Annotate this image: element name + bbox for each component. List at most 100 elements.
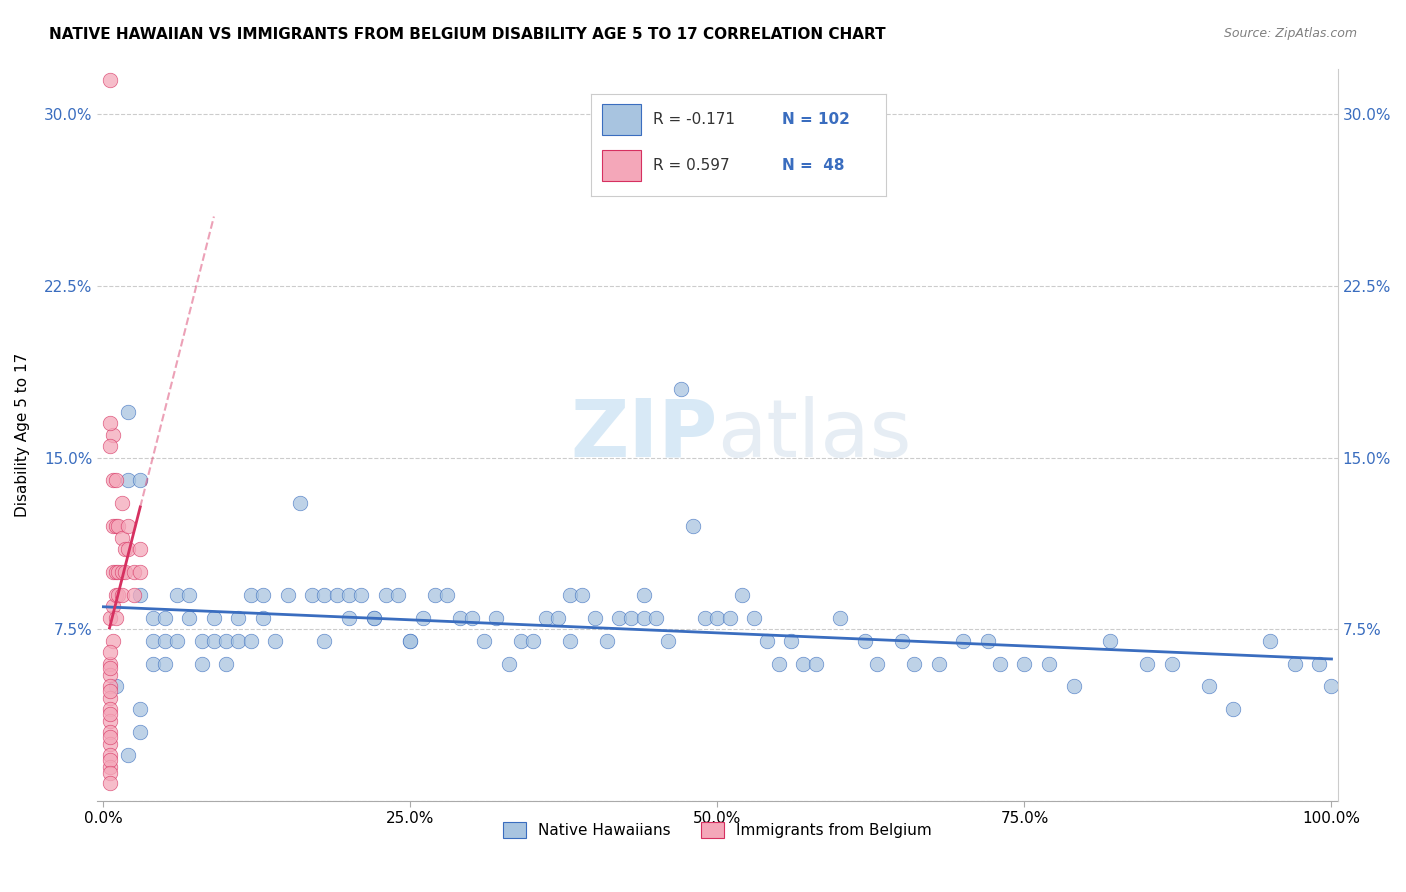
Point bbox=[461, 611, 484, 625]
Point bbox=[190, 657, 212, 671]
Point bbox=[399, 633, 422, 648]
Text: R = 0.597: R = 0.597 bbox=[652, 158, 730, 173]
Point bbox=[103, 633, 125, 648]
Point bbox=[522, 633, 544, 648]
Point bbox=[104, 565, 127, 579]
Text: ZIP: ZIP bbox=[571, 396, 717, 474]
Point bbox=[399, 633, 422, 648]
Point bbox=[98, 725, 121, 739]
Point bbox=[104, 611, 127, 625]
Point bbox=[107, 588, 129, 602]
Point bbox=[558, 588, 581, 602]
Point bbox=[1284, 657, 1306, 671]
Point bbox=[350, 588, 373, 602]
Point bbox=[472, 633, 495, 648]
Point bbox=[111, 588, 134, 602]
Point bbox=[98, 417, 121, 431]
Point bbox=[596, 633, 619, 648]
Point bbox=[1014, 657, 1036, 671]
Point bbox=[215, 633, 238, 648]
Point bbox=[141, 611, 163, 625]
Point bbox=[141, 633, 163, 648]
Point bbox=[363, 611, 385, 625]
Point bbox=[1160, 657, 1182, 671]
Point bbox=[571, 588, 593, 602]
Point bbox=[890, 633, 912, 648]
Point bbox=[117, 474, 139, 488]
Point bbox=[98, 690, 121, 705]
Point bbox=[166, 633, 188, 648]
Point bbox=[449, 611, 471, 625]
Point bbox=[129, 702, 152, 716]
Point bbox=[657, 633, 679, 648]
Point bbox=[1320, 680, 1343, 694]
Point bbox=[1198, 680, 1220, 694]
Point bbox=[202, 633, 225, 648]
Point bbox=[695, 611, 717, 625]
Point bbox=[141, 657, 163, 671]
Point bbox=[166, 588, 188, 602]
Point bbox=[1099, 633, 1122, 648]
Point bbox=[215, 657, 238, 671]
Point bbox=[98, 714, 121, 728]
Point bbox=[98, 737, 121, 751]
Point bbox=[202, 611, 225, 625]
Point bbox=[436, 588, 458, 602]
Point bbox=[277, 588, 299, 602]
Point bbox=[179, 611, 201, 625]
Point bbox=[620, 611, 643, 625]
Point bbox=[742, 611, 765, 625]
Point bbox=[412, 611, 434, 625]
Point bbox=[387, 588, 409, 602]
Point bbox=[583, 611, 606, 625]
Point bbox=[98, 668, 121, 682]
Point bbox=[1063, 680, 1085, 694]
Point bbox=[98, 611, 121, 625]
Point bbox=[288, 496, 311, 510]
Point bbox=[129, 474, 152, 488]
Point bbox=[117, 542, 139, 557]
Point bbox=[325, 588, 347, 602]
Point bbox=[153, 657, 176, 671]
Point bbox=[117, 748, 139, 763]
Point bbox=[117, 405, 139, 419]
Point bbox=[98, 748, 121, 763]
Point bbox=[129, 588, 152, 602]
Point bbox=[252, 588, 274, 602]
Point bbox=[114, 565, 136, 579]
Text: Source: ZipAtlas.com: Source: ZipAtlas.com bbox=[1223, 27, 1357, 40]
Point bbox=[103, 427, 125, 442]
Legend: Native Hawaiians, Immigrants from Belgium: Native Hawaiians, Immigrants from Belgiu… bbox=[496, 816, 938, 845]
Point bbox=[228, 611, 250, 625]
Point bbox=[107, 565, 129, 579]
Text: NATIVE HAWAIIAN VS IMMIGRANTS FROM BELGIUM DISABILITY AGE 5 TO 17 CORRELATION CH: NATIVE HAWAIIAN VS IMMIGRANTS FROM BELGI… bbox=[49, 27, 886, 42]
Point bbox=[853, 633, 876, 648]
Point bbox=[98, 766, 121, 780]
Y-axis label: Disability Age 5 to 17: Disability Age 5 to 17 bbox=[15, 352, 30, 516]
Point bbox=[98, 661, 121, 675]
Point bbox=[239, 633, 262, 648]
Text: atlas: atlas bbox=[717, 396, 912, 474]
Point bbox=[98, 684, 121, 698]
Point bbox=[129, 542, 152, 557]
Point bbox=[98, 706, 121, 721]
Point bbox=[98, 753, 121, 767]
Point bbox=[633, 588, 655, 602]
Point bbox=[129, 725, 152, 739]
Point bbox=[718, 611, 741, 625]
Point bbox=[314, 633, 336, 648]
Point bbox=[98, 645, 121, 659]
Point bbox=[104, 474, 127, 488]
Point bbox=[301, 588, 323, 602]
Point bbox=[792, 657, 814, 671]
Point bbox=[98, 680, 121, 694]
Point bbox=[111, 565, 134, 579]
Point bbox=[252, 611, 274, 625]
Point bbox=[103, 565, 125, 579]
Point bbox=[768, 657, 790, 671]
Point bbox=[682, 519, 704, 533]
Point bbox=[780, 633, 803, 648]
Point bbox=[547, 611, 569, 625]
Point bbox=[374, 588, 396, 602]
Point bbox=[117, 519, 139, 533]
